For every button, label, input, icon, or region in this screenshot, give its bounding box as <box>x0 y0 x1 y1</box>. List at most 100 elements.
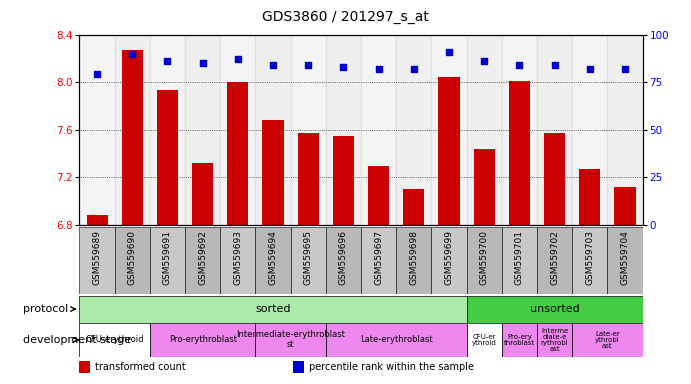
Bar <box>185 227 220 294</box>
Bar <box>607 227 643 294</box>
Text: protocol: protocol <box>23 304 75 314</box>
Text: GSM559692: GSM559692 <box>198 230 207 285</box>
Bar <box>572 323 643 357</box>
Bar <box>404 189 424 225</box>
Text: sorted: sorted <box>255 304 291 314</box>
Bar <box>502 35 537 225</box>
Text: Pro-erythroblast: Pro-erythroblast <box>169 335 236 344</box>
Text: GSM559694: GSM559694 <box>269 230 278 285</box>
Bar <box>466 296 643 323</box>
Bar <box>544 133 565 225</box>
Text: CFU-er
ythroid: CFU-er ythroid <box>472 334 497 346</box>
Text: GSM559697: GSM559697 <box>374 230 383 285</box>
Bar <box>79 296 466 323</box>
Bar <box>256 323 326 357</box>
Bar <box>361 227 396 294</box>
Text: GSM559696: GSM559696 <box>339 230 348 285</box>
Bar <box>396 227 431 294</box>
Bar <box>614 187 636 225</box>
Point <box>338 64 349 70</box>
Text: development stage: development stage <box>23 335 131 345</box>
Bar <box>157 90 178 225</box>
Text: unsorted: unsorted <box>530 304 580 314</box>
Point <box>514 62 525 68</box>
Text: Late-erythroblast: Late-erythroblast <box>360 335 433 344</box>
Point <box>126 50 138 56</box>
Bar <box>294 361 303 373</box>
Bar <box>115 35 150 225</box>
Bar <box>537 35 572 225</box>
Bar <box>298 133 319 225</box>
Text: GDS3860 / 201297_s_at: GDS3860 / 201297_s_at <box>262 10 429 23</box>
Bar <box>220 35 256 225</box>
Text: GSM559695: GSM559695 <box>304 230 313 285</box>
Bar <box>291 35 326 225</box>
Bar <box>192 163 214 225</box>
Point <box>91 71 102 78</box>
Bar <box>79 227 115 294</box>
Text: Intermediate-erythroblast
st: Intermediate-erythroblast st <box>236 331 345 349</box>
Bar <box>431 35 466 225</box>
Bar <box>326 227 361 294</box>
Bar <box>150 227 185 294</box>
Bar <box>115 227 150 294</box>
Bar <box>333 136 354 225</box>
Point <box>620 66 631 72</box>
Bar <box>79 35 115 225</box>
Bar <box>227 82 248 225</box>
Text: GSM559700: GSM559700 <box>480 230 489 285</box>
Bar <box>122 50 143 225</box>
Bar <box>326 323 466 357</box>
Bar <box>86 215 108 225</box>
Text: GSM559703: GSM559703 <box>585 230 594 285</box>
Bar <box>79 361 90 373</box>
Bar <box>502 227 537 294</box>
Bar <box>150 35 185 225</box>
Bar <box>509 81 530 225</box>
Bar <box>537 227 572 294</box>
Point <box>197 60 208 66</box>
Text: Pro-ery
throblast: Pro-ery throblast <box>504 334 535 346</box>
Text: Late-er
ythrobl
ast: Late-er ythrobl ast <box>595 331 620 349</box>
Bar <box>572 227 607 294</box>
Bar <box>368 166 389 225</box>
Text: GSM559693: GSM559693 <box>234 230 243 285</box>
Bar <box>256 35 291 225</box>
Text: GSM559690: GSM559690 <box>128 230 137 285</box>
Text: GSM559689: GSM559689 <box>93 230 102 285</box>
Bar <box>431 227 466 294</box>
Point <box>444 49 455 55</box>
Bar <box>473 149 495 225</box>
Text: Interme
diate-e
rythrobl
ast: Interme diate-e rythrobl ast <box>541 328 569 352</box>
Text: GSM559704: GSM559704 <box>621 230 630 285</box>
Bar <box>326 35 361 225</box>
Bar <box>150 323 256 357</box>
Bar <box>579 169 600 225</box>
Bar <box>256 227 291 294</box>
Text: percentile rank within the sample: percentile rank within the sample <box>310 362 474 372</box>
Bar <box>220 227 256 294</box>
Text: GSM559691: GSM559691 <box>163 230 172 285</box>
Bar <box>185 35 220 225</box>
Bar <box>572 35 607 225</box>
Text: GSM559701: GSM559701 <box>515 230 524 285</box>
Point <box>408 66 419 72</box>
Bar <box>607 35 643 225</box>
Text: GSM559698: GSM559698 <box>409 230 418 285</box>
Point <box>549 62 560 68</box>
Bar <box>537 323 572 357</box>
Point <box>232 56 243 62</box>
Point <box>162 58 173 64</box>
Point <box>585 66 596 72</box>
Bar <box>79 323 150 357</box>
Bar <box>502 323 537 357</box>
Bar <box>439 77 460 225</box>
Point <box>373 66 384 72</box>
Bar <box>263 120 283 225</box>
Text: GSM559702: GSM559702 <box>550 230 559 285</box>
Text: GSM559699: GSM559699 <box>444 230 453 285</box>
Text: transformed count: transformed count <box>95 362 186 372</box>
Point <box>303 62 314 68</box>
Text: CFU-erythroid: CFU-erythroid <box>86 335 144 344</box>
Bar <box>361 35 396 225</box>
